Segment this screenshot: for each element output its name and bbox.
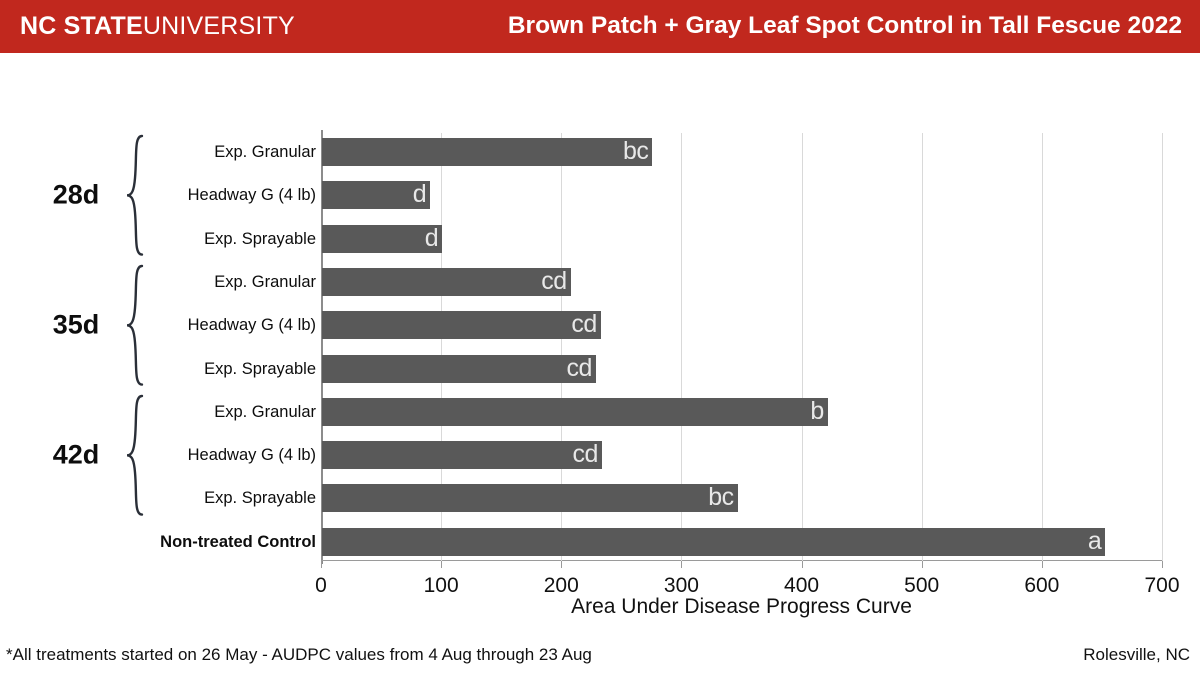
group-brace-icon bbox=[124, 394, 146, 517]
y-axis-label: Exp. Sprayable bbox=[204, 359, 316, 378]
logo-light-text: UNIVERSITY bbox=[142, 12, 295, 40]
bar-value-label: b bbox=[810, 396, 824, 425]
gridline bbox=[681, 133, 683, 561]
y-axis-label: Headway G (4 lb) bbox=[187, 186, 316, 205]
gridline bbox=[441, 133, 443, 561]
x-axis-tick-mark bbox=[1162, 561, 1163, 568]
location-text: Rolesville, NC bbox=[1083, 645, 1190, 664]
y-axis-label: Exp. Sprayable bbox=[204, 489, 316, 508]
bar-value-label: cd bbox=[541, 266, 567, 295]
y-axis-label: Headway G (4 lb) bbox=[187, 446, 316, 465]
x-axis-tick-mark bbox=[681, 561, 683, 568]
bar: b bbox=[322, 396, 828, 426]
group-brace-icon bbox=[124, 134, 146, 257]
x-axis-tick-label: 0 bbox=[315, 574, 327, 597]
x-axis-tick-label: 100 bbox=[423, 574, 459, 597]
x-axis-tick-label: 500 bbox=[904, 574, 940, 597]
bar-value-label: bc bbox=[708, 483, 734, 512]
logo-bold-text: NC STATE bbox=[20, 12, 143, 40]
y-axis-label: Exp. Granular bbox=[214, 143, 316, 161]
y-axis-label: Headway G (4 lb) bbox=[187, 316, 316, 335]
bar: d bbox=[322, 180, 431, 210]
y-axis-label: Non-treated Control bbox=[160, 532, 316, 551]
x-axis-tick-mark bbox=[321, 561, 322, 568]
bar: a bbox=[322, 526, 1106, 556]
x-axis-tick-mark bbox=[921, 561, 923, 568]
gridline bbox=[1041, 133, 1043, 561]
y-axis-label: Exp. Granular bbox=[214, 272, 316, 291]
x-axis-tick-mark bbox=[561, 561, 563, 568]
bar-value-label: d bbox=[412, 180, 427, 209]
bar-value-label: cd bbox=[571, 310, 597, 339]
gridline bbox=[801, 133, 803, 561]
page-title: Brown Patch + Gray Leaf Spot Control in … bbox=[507, 12, 1182, 40]
chart-container: 28d 35d 42d Exp. Granular Headway G (4 lb) E… bbox=[0, 53, 1200, 675]
gridline bbox=[561, 133, 563, 561]
group-label: 42d bbox=[52, 439, 100, 470]
x-axis-tick-label: 600 bbox=[1024, 574, 1060, 597]
bar-value-label: cd bbox=[572, 440, 599, 469]
y-axis-label: Exp. Sprayable bbox=[204, 229, 316, 248]
x-axis-tick-mark bbox=[1041, 561, 1043, 568]
gridline bbox=[921, 133, 923, 561]
footnote-text: *All treatments started on 26 May - AUDP… bbox=[6, 645, 592, 664]
group-brace-icon bbox=[124, 264, 146, 387]
x-axis-tick-label: 400 bbox=[784, 574, 820, 597]
y-axis-label: Exp. Granular bbox=[214, 402, 316, 421]
bar-value-label: d bbox=[424, 223, 439, 252]
bar: d bbox=[322, 223, 443, 253]
group-label: 35d bbox=[52, 309, 100, 340]
x-axis-title: Area Under Disease Progress Curve bbox=[571, 595, 912, 618]
x-axis-tick-mark bbox=[441, 561, 443, 568]
bar: bc bbox=[322, 483, 738, 513]
bar-value-label: a bbox=[1087, 526, 1102, 555]
y-axis-category-labels: Exp. Granular Headway G (4 lb) Exp. Spraya… bbox=[120, 133, 316, 561]
bar: cd bbox=[322, 310, 601, 340]
x-axis-tick-label: 300 bbox=[663, 574, 699, 597]
x-axis-line bbox=[321, 559, 1162, 561]
nc-state-logo: NC STATEUNIVERSITY bbox=[20, 14, 295, 39]
group-brace-layer: 28d 35d 42d bbox=[40, 133, 160, 561]
page-header: NC STATEUNIVERSITY Brown Patch + Gray Le… bbox=[0, 0, 1200, 53]
x-axis-tick-label: 200 bbox=[543, 574, 579, 597]
x-axis-tick-label: 700 bbox=[1144, 574, 1180, 597]
bar: cd bbox=[322, 353, 596, 383]
gridline bbox=[1162, 133, 1163, 561]
bar: cd bbox=[322, 440, 602, 470]
group-label: 28d bbox=[52, 179, 100, 210]
bar: cd bbox=[322, 266, 571, 296]
plot-area: bc d d cd cd cd b cd bc a bbox=[321, 130, 1163, 564]
y-axis-line bbox=[321, 130, 323, 564]
bar-value-label: bc bbox=[622, 137, 649, 165]
bar: bc bbox=[322, 137, 653, 166]
x-axis-tick-mark bbox=[801, 561, 803, 568]
bar-value-label: cd bbox=[566, 353, 593, 382]
